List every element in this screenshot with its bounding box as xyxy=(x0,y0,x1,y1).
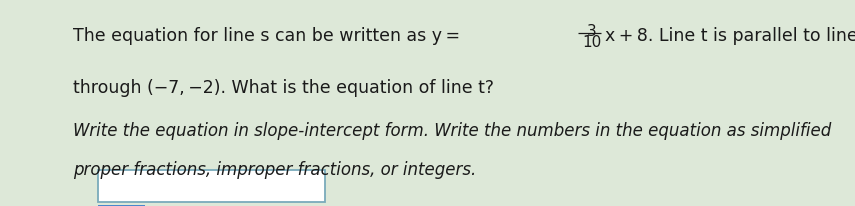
FancyBboxPatch shape xyxy=(98,170,325,202)
FancyBboxPatch shape xyxy=(98,205,145,206)
Text: 10: 10 xyxy=(582,35,602,50)
Text: through (−7, −2). What is the equation of line t?: through (−7, −2). What is the equation o… xyxy=(73,78,493,96)
Text: x + 8. Line t is parallel to line s and passes: x + 8. Line t is parallel to line s and … xyxy=(605,27,855,45)
Text: 3: 3 xyxy=(587,24,597,39)
Text: Write the equation in slope-intercept form. Write the numbers in the equation as: Write the equation in slope-intercept fo… xyxy=(73,122,831,139)
Text: proper fractions, improper fractions, or integers.: proper fractions, improper fractions, or… xyxy=(73,161,476,179)
Text: The equation for line s can be written as y =: The equation for line s can be written a… xyxy=(73,27,463,45)
